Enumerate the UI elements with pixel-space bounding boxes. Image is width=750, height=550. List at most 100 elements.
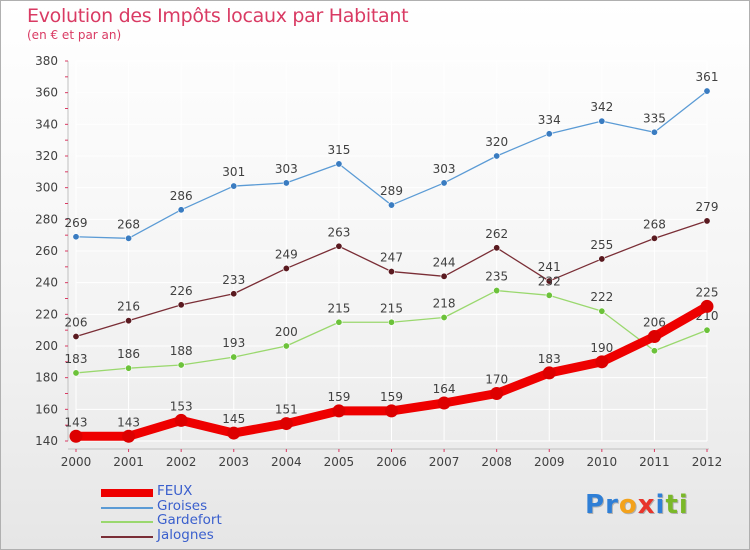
data-point [69,429,83,443]
data-point [598,117,606,125]
data-point [440,272,448,280]
data-point [335,318,343,326]
data-label: 183 [65,352,88,366]
data-point [650,128,658,136]
data-point [440,179,448,187]
data-point [647,330,661,343]
data-label: 244 [433,255,456,269]
data-point [598,255,606,263]
data-label: 268 [643,217,666,231]
logo-letter: r [605,490,619,520]
y-tick-label: 340 [35,117,58,131]
y-tick-label: 160 [35,402,58,416]
x-tick-label: 2003 [218,455,249,469]
data-label: 233 [222,273,245,287]
data-label: 215 [327,301,350,315]
data-point [230,182,238,190]
y-tick-label: 220 [35,307,58,321]
data-point [703,326,711,334]
data-label: 151 [275,403,298,417]
data-point [387,318,395,326]
data-point [227,426,241,440]
y-tick-label: 180 [35,371,58,385]
data-point [545,277,553,285]
chart-subtitle: (en € et par an) [27,28,122,42]
data-point [125,317,133,325]
y-tick-label: 300 [35,181,58,195]
data-label: 241 [538,260,561,274]
data-label: 206 [643,316,666,330]
data-point [650,234,658,242]
legend-swatch [101,535,153,538]
data-point [545,291,553,299]
y-tick-label: 140 [35,434,58,448]
data-label: 249 [275,247,298,261]
x-tick-label: 2011 [639,455,670,469]
data-point [493,287,501,295]
y-tick-label: 240 [35,276,58,290]
y-tick-label: 360 [35,86,58,100]
data-label: 342 [590,100,613,114]
data-label: 143 [117,415,140,429]
data-point [545,130,553,138]
data-point [703,87,711,95]
data-label: 269 [65,216,88,230]
x-tick-labels: 2000 2001 2002 2003 2004 2005 2006 2007 2008 2009… [61,455,723,469]
data-label: 143 [65,415,88,429]
data-point [177,361,185,369]
data-label: 200 [275,325,298,339]
y-tick-label: 260 [35,244,58,258]
logo-letter: i [678,490,689,520]
legend-swatch [101,506,153,509]
data-point [282,179,290,187]
data-label: 225 [696,285,719,299]
data-point [335,242,343,250]
data-point [230,290,238,298]
data-label: 186 [117,347,140,361]
data-point [490,387,504,400]
data-point [440,313,448,321]
data-point [122,429,136,443]
data-label: 247 [380,251,403,265]
data-point [72,233,80,241]
data-point [72,332,80,340]
data-label: 303 [275,162,298,176]
series-feux: 143 143 153 145 151 159 159 164 170 183 190 206 225 [65,285,719,443]
data-point [335,160,343,168]
x-tick-label: 2007 [429,455,460,469]
data-label: 145 [222,412,245,426]
data-label: 303 [433,162,456,176]
data-point [385,404,398,418]
data-label: 183 [538,352,561,366]
data-point [177,301,185,309]
x-tick-label: 2009 [534,455,565,469]
data-label: 218 [433,297,456,311]
data-label: 159 [327,390,350,404]
legend-label: Gardefort [157,512,222,529]
data-label: 235 [485,270,508,284]
data-point [650,347,658,355]
logo-letter: x [637,490,656,520]
data-label: 188 [170,344,193,358]
data-point [595,355,609,369]
x-tick-label: 2010 [587,455,618,469]
logo-letter: t [665,490,679,520]
data-label: 263 [327,225,350,239]
data-point [493,244,501,252]
data-label: 164 [433,382,456,396]
x-tick-label: 2012 [692,455,723,469]
y-tick-label: 380 [35,54,58,68]
series-jalognes: 206 216 226 233 249 263 247 244 262 241 255 268 279 [65,200,718,340]
data-point [598,307,606,315]
data-label: 315 [327,143,350,157]
legend-label: FEUX [157,483,193,499]
data-point [703,217,711,225]
legend-label: Jalognes [157,526,214,543]
data-label: 320 [485,135,508,149]
chart-title: Evolution des Impôts locaux par Habitant [27,5,409,27]
data-point [125,234,133,242]
y-tick-labels: 140 160 180 200 220 240 260 280 300 320 340 360 380 [35,54,58,448]
